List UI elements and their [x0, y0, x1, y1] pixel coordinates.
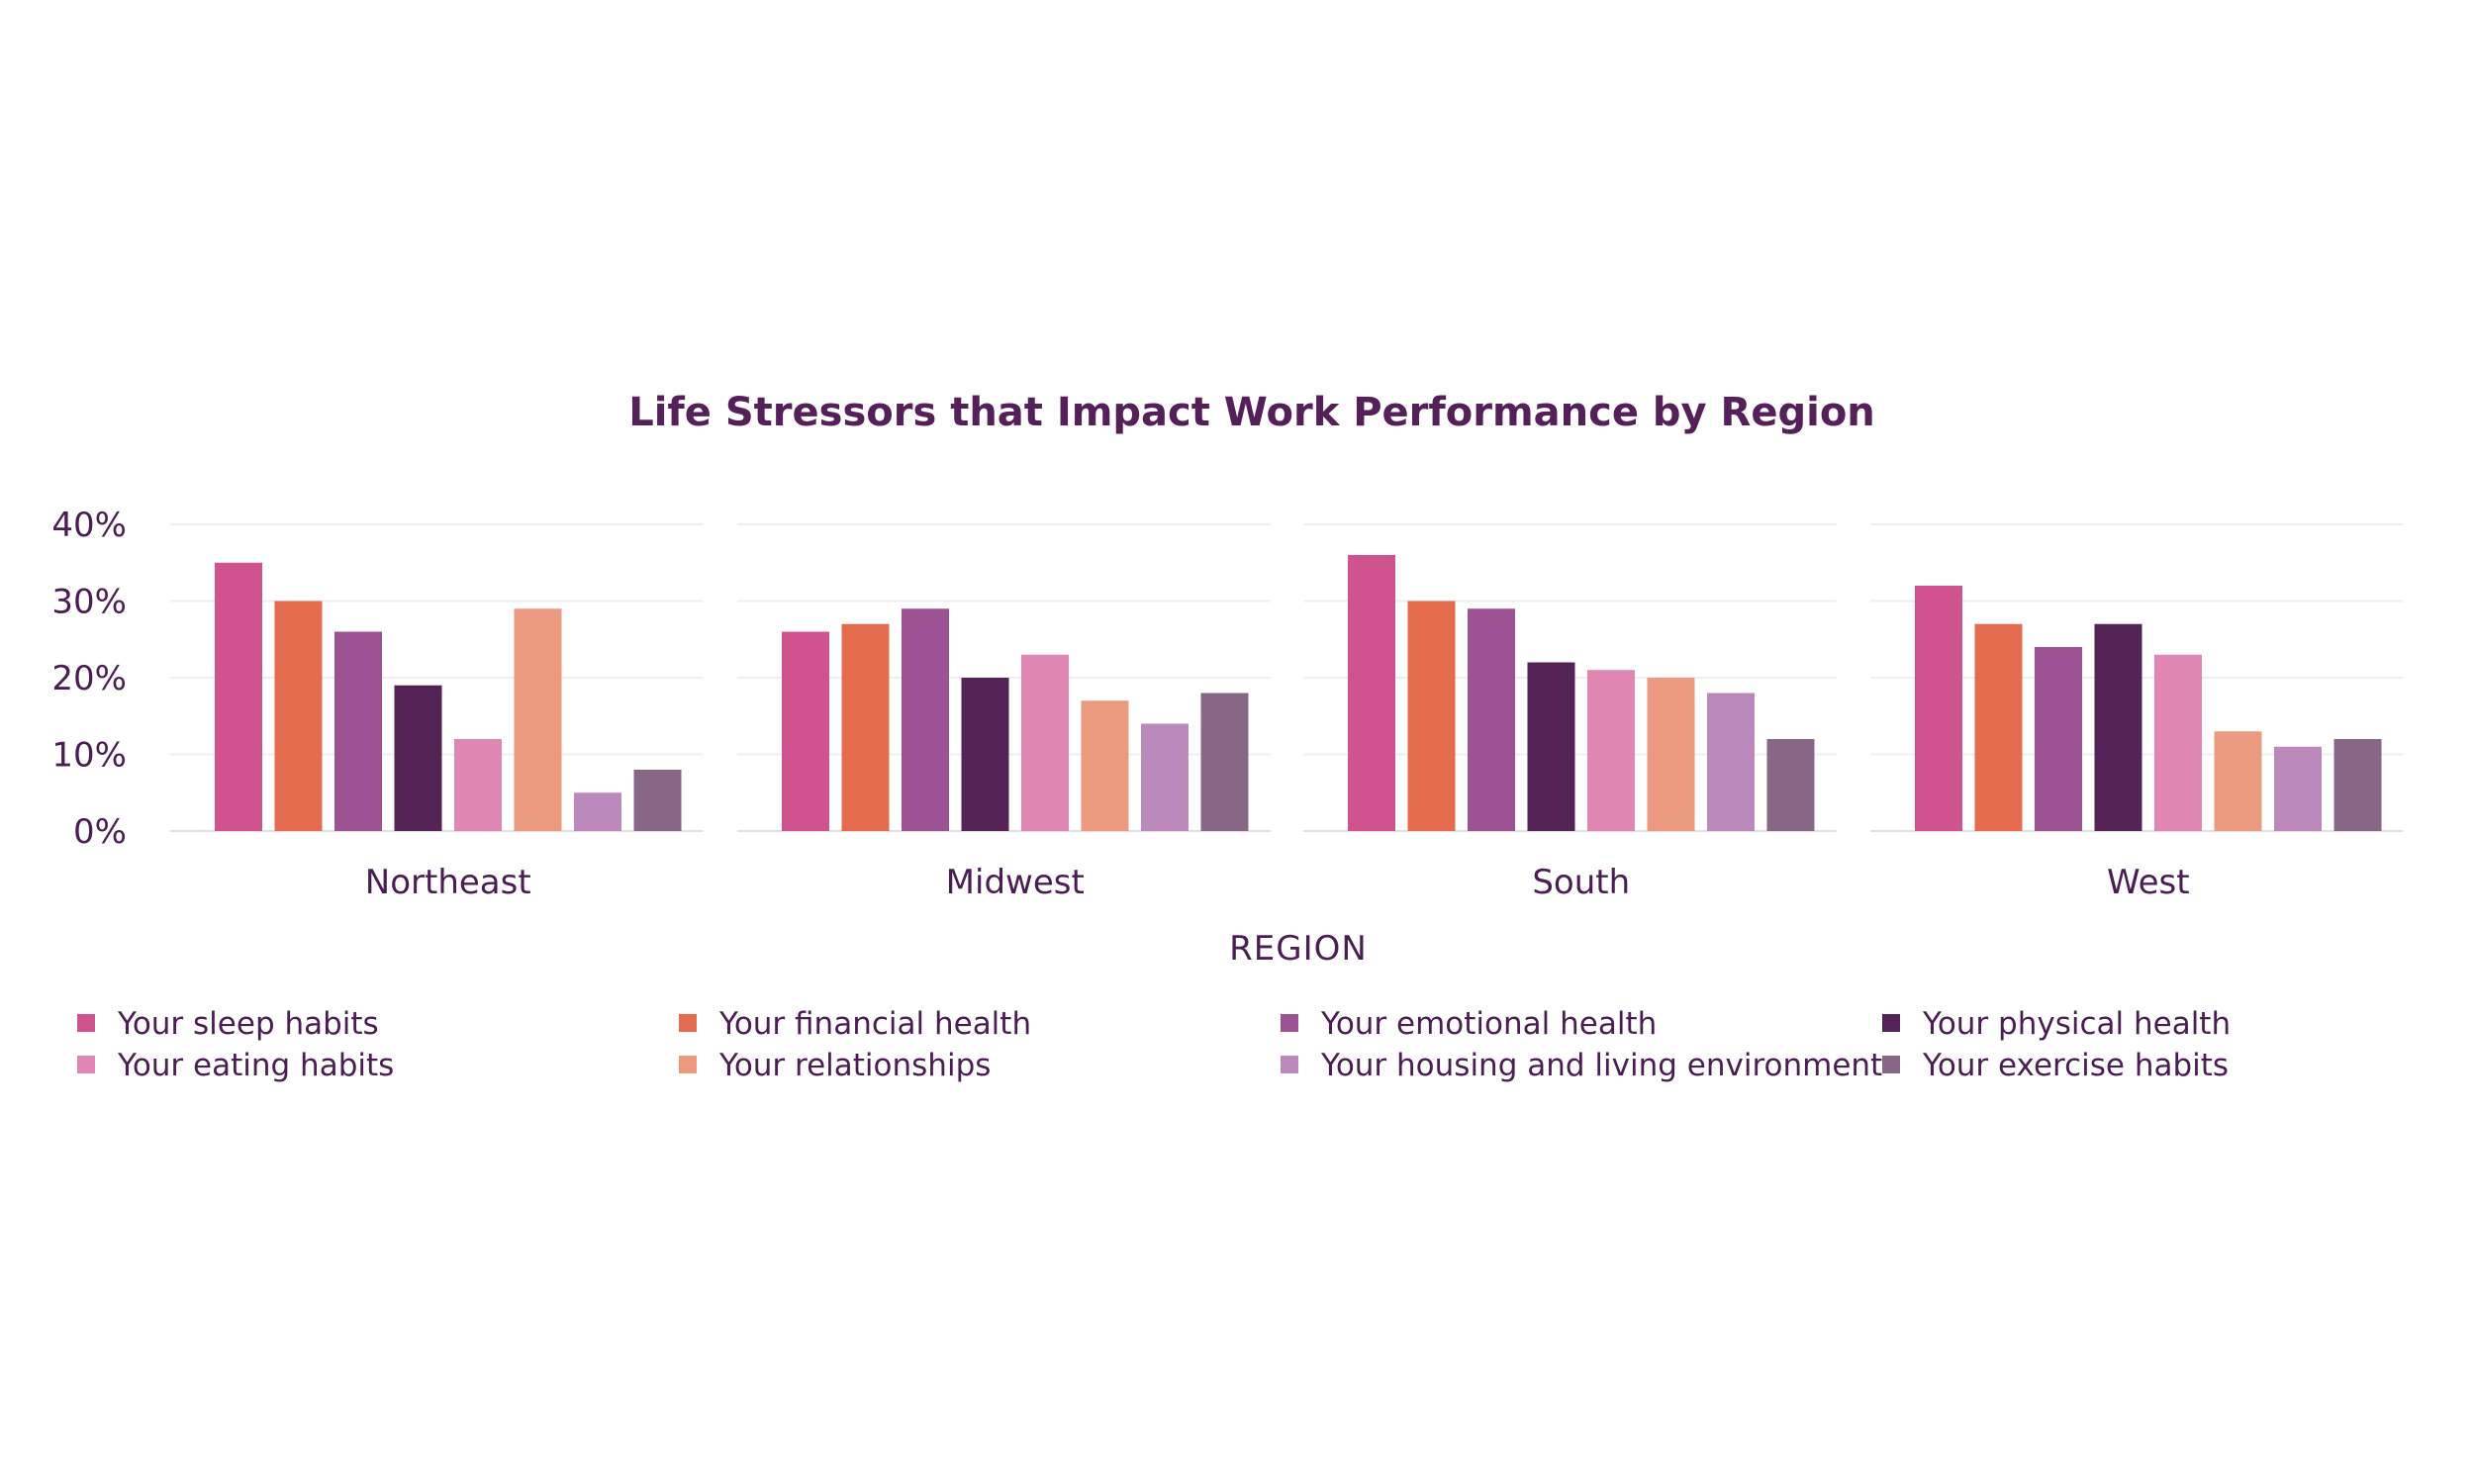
bar	[1915, 586, 1962, 831]
bar	[1587, 670, 1635, 831]
bar	[1468, 608, 1515, 831]
y-tick-label: 0%	[73, 812, 127, 852]
legend-swatch	[1281, 1014, 1298, 1032]
legend-label: Your relationships	[718, 1048, 991, 1083]
y-tick-label: 20%	[51, 659, 127, 698]
bar	[215, 562, 262, 831]
legend-label: Your sleep habits	[117, 1006, 379, 1042]
bar	[961, 678, 1009, 831]
bar	[1527, 662, 1575, 831]
bar	[394, 685, 442, 831]
bar	[841, 623, 890, 831]
legend-label: Your financial health	[718, 1006, 1031, 1042]
bar	[633, 770, 682, 831]
x-category-label: West	[2107, 863, 2190, 902]
legend-label: Your exercise habits	[1922, 1048, 2229, 1083]
y-tick-label: 30%	[51, 583, 127, 622]
y-tick-label: 10%	[51, 736, 127, 776]
legend-swatch	[77, 1056, 95, 1073]
legend-swatch	[77, 1014, 95, 1032]
x-category-label: Northeast	[365, 863, 531, 902]
legend-swatch	[1281, 1056, 1298, 1073]
bar	[1707, 693, 1755, 831]
bar	[1081, 700, 1129, 831]
bar	[1766, 739, 1815, 831]
legend-swatch	[679, 1014, 697, 1032]
bar	[902, 608, 949, 831]
bar	[2274, 746, 2322, 831]
bar	[514, 608, 562, 831]
bar	[2094, 623, 2142, 831]
bar	[2214, 731, 2262, 831]
chart-title: Life Stressors that Impact Work Performa…	[628, 390, 1875, 435]
bar	[2154, 654, 2202, 831]
bar	[1647, 678, 1695, 831]
bar	[574, 792, 621, 831]
x-category-label: South	[1532, 863, 1630, 902]
legend-swatch	[1882, 1056, 1900, 1073]
legend-label: Your physical health	[1922, 1006, 2231, 1042]
bar	[1200, 693, 1249, 831]
y-tick-label: 40%	[51, 506, 127, 545]
x-category-label: Midwest	[946, 863, 1085, 902]
bar	[1348, 555, 1395, 831]
bar	[1021, 654, 1069, 831]
x-axis: Northeast Midwest South West	[365, 863, 2190, 902]
bar	[454, 739, 502, 831]
bar	[334, 631, 382, 831]
bar	[1141, 723, 1189, 831]
legend: Your sleep habits Your financial health Yo…	[77, 1006, 2231, 1083]
legend-swatch	[679, 1056, 697, 1073]
bar	[2333, 739, 2382, 831]
bar	[1974, 623, 2023, 831]
legend-label: Your emotional health	[1320, 1006, 1657, 1042]
bar	[274, 601, 323, 831]
x-axis-title: REGION	[1229, 929, 1368, 969]
bar	[1407, 601, 1456, 831]
bars	[215, 555, 2382, 831]
bar	[782, 631, 829, 831]
legend-label: Your eating habits	[117, 1048, 394, 1083]
y-axis: 0% 10% 20% 30% 40%	[51, 506, 127, 852]
bar	[2035, 647, 2082, 831]
legend-label: Your housing and living environment	[1320, 1048, 1882, 1083]
legend-swatch	[1882, 1014, 1900, 1032]
